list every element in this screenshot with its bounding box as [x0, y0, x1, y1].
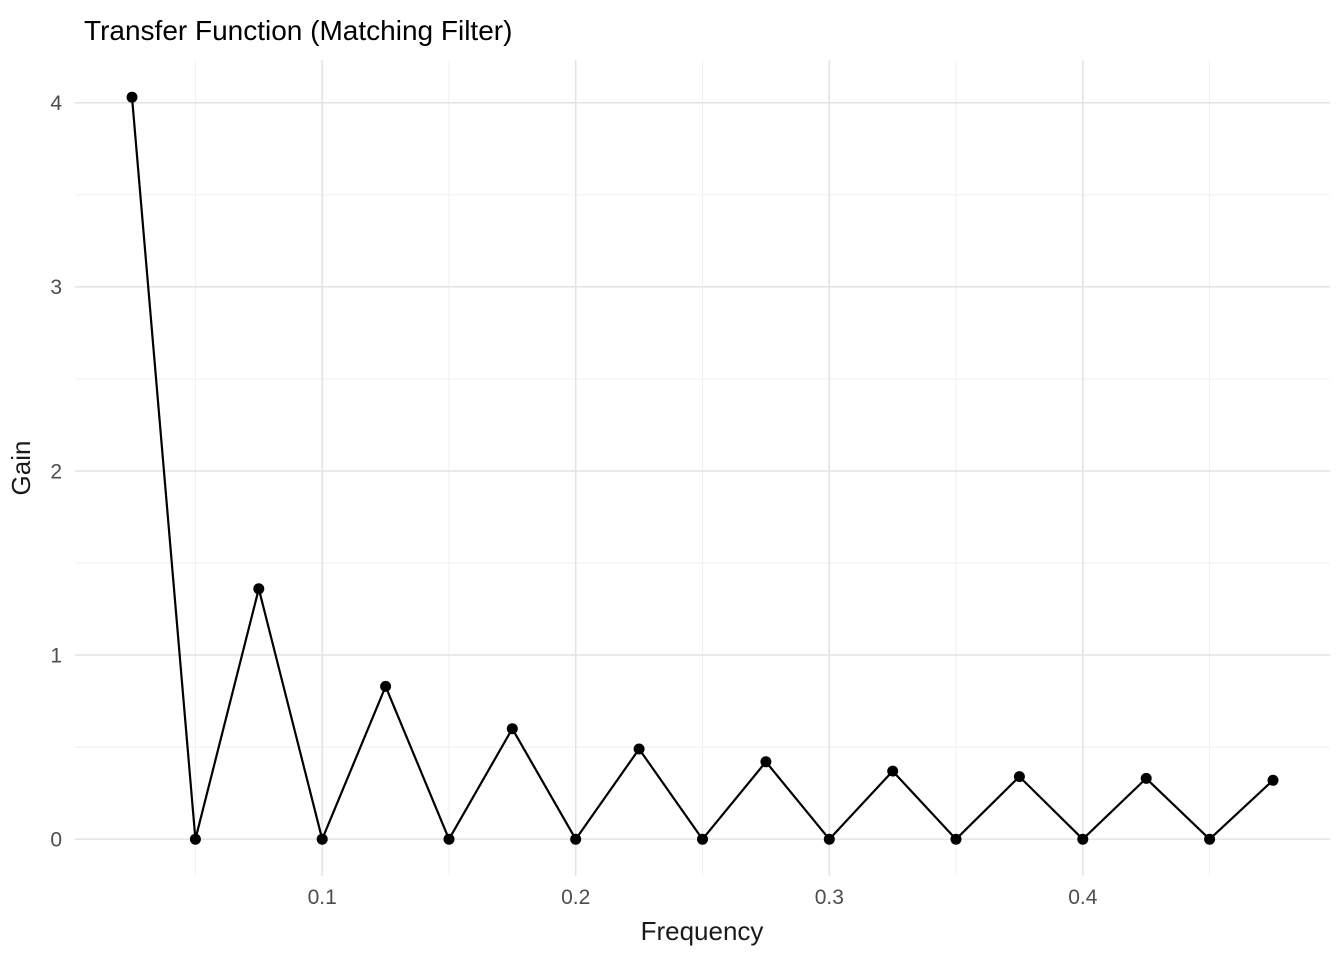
- data-point: [1204, 833, 1216, 845]
- y-tick-label: 0: [50, 829, 62, 852]
- x-tick-label: 0.3: [815, 886, 844, 909]
- x-tick-label: 0.1: [308, 886, 337, 909]
- data-point: [126, 91, 138, 103]
- data-point: [316, 833, 328, 845]
- grid-minor-lines: [75, 60, 1330, 876]
- x-tick-label: 0.4: [1068, 886, 1098, 909]
- data-point: [823, 833, 835, 845]
- data-point: [1267, 774, 1279, 786]
- data-point: [506, 723, 518, 735]
- data-points: [126, 91, 1279, 845]
- data-point: [950, 833, 962, 845]
- data-point: [253, 583, 265, 595]
- data-point: [189, 833, 201, 845]
- y-tick-label: 4: [50, 92, 62, 115]
- x-axis-title: Frequency: [641, 916, 764, 946]
- data-point: [760, 756, 772, 768]
- data-point: [570, 833, 582, 845]
- y-axis-title: Gain: [6, 441, 36, 496]
- y-tick-labels: 0 1 2 3 4: [50, 92, 62, 852]
- data-point: [633, 743, 645, 755]
- y-tick-label: 2: [50, 460, 62, 483]
- data-point: [1013, 771, 1025, 783]
- x-tick-labels: 0.1 0.2 0.3 0.4: [308, 886, 1098, 909]
- data-point: [887, 765, 899, 777]
- data-point: [443, 833, 455, 845]
- chart-title: Transfer Function (Matching Filter): [84, 15, 512, 46]
- data-point: [380, 680, 392, 692]
- data-point: [1077, 833, 1089, 845]
- data-point: [1140, 772, 1152, 784]
- data-point: [697, 833, 708, 845]
- y-tick-label: 1: [50, 644, 62, 667]
- y-tick-label: 3: [50, 276, 62, 299]
- x-tick-label: 0.2: [561, 886, 590, 909]
